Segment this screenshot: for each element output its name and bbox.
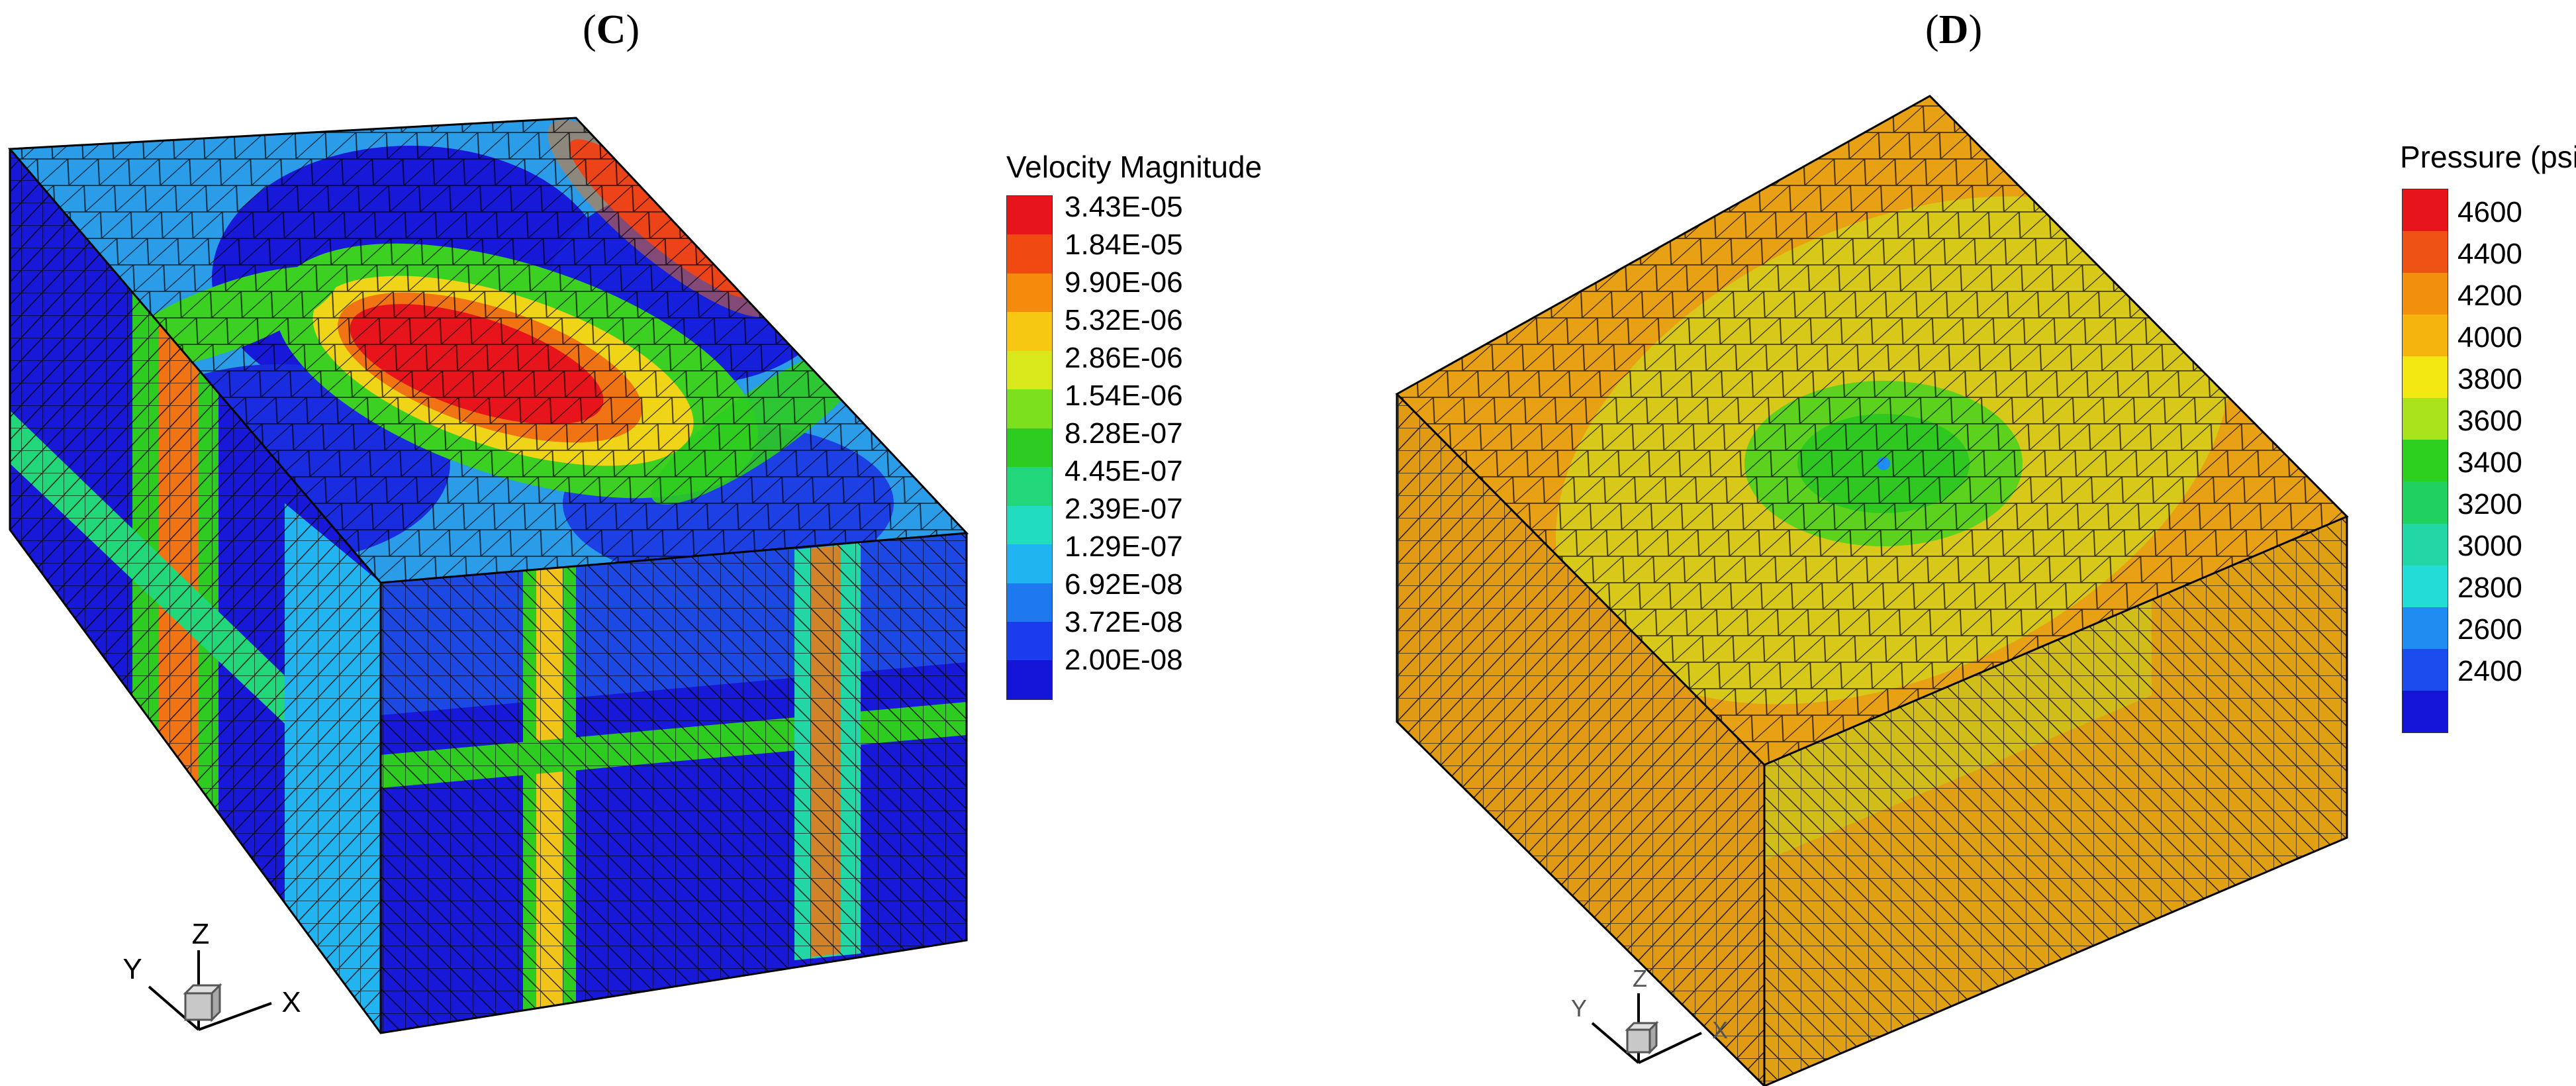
- legend-color-band: [2403, 356, 2448, 399]
- legend-color-band: [1007, 389, 1052, 428]
- legend-color-band: [2403, 273, 2448, 315]
- legend-color-band: [1007, 312, 1052, 351]
- panel-d-legend-title: Pressure (psi): [2400, 140, 2576, 174]
- panel-d-label: (D): [1925, 7, 1983, 52]
- legend-color-band: [1007, 428, 1052, 468]
- panel-c-axis-y-label: Y: [122, 953, 142, 985]
- panel-c-axis-triad: [148, 950, 272, 1031]
- legend-color-band: [1007, 350, 1052, 390]
- legend-color-band: [2403, 189, 2448, 232]
- legend-color-band: [1007, 196, 1052, 235]
- legend-color-band: [2403, 690, 2448, 732]
- legend-tick-label: 9.90E-06: [1065, 266, 1183, 299]
- legend-tick-label: 4600: [2457, 196, 2522, 228]
- legend-tick-label: 5.32E-06: [1065, 304, 1183, 336]
- legend-tick-label: 3600: [2457, 405, 2522, 437]
- legend-color-band: [1007, 544, 1052, 583]
- panel-d-axis-z-label: Z: [1633, 965, 1647, 992]
- panel-d-color-bar: [2402, 189, 2448, 733]
- legend-tick-label: 3.72E-08: [1065, 606, 1183, 638]
- legend-tick-label: 3400: [2457, 446, 2522, 479]
- legend-tick-label: 3200: [2457, 488, 2522, 520]
- legend-color-band: [2403, 523, 2448, 566]
- legend-color-band: [2403, 481, 2448, 524]
- panel-d-axis-y-label: Y: [1571, 995, 1587, 1022]
- legend-tick-label: 1.29E-07: [1065, 530, 1183, 563]
- legend-color-band: [1007, 583, 1052, 622]
- legend-color-band: [2403, 440, 2448, 482]
- legend-tick-label: 2.00E-08: [1065, 644, 1183, 676]
- panel-d-mesh-block: [1395, 95, 2349, 1086]
- panel-c-mesh-block: [7, 117, 969, 1034]
- legend-tick-label: 4.45E-07: [1065, 455, 1183, 487]
- legend-tick-label: 4000: [2457, 321, 2522, 354]
- legend-tick-label: 2600: [2457, 613, 2522, 646]
- legend-tick-label: 1.84E-05: [1065, 228, 1183, 261]
- panel-c-letter: C: [596, 7, 626, 52]
- panel-d-axis-x-label: X: [1712, 1016, 1728, 1044]
- legend-color-band: [1007, 660, 1052, 699]
- legend-tick-label: 3800: [2457, 363, 2522, 395]
- legend-color-band: [2403, 231, 2448, 273]
- panel-c-label: (C): [583, 7, 640, 52]
- panel-d-letter: D: [1938, 7, 1969, 52]
- legend-color-band: [1007, 273, 1052, 313]
- panel-c-axis-z-label: Z: [192, 918, 210, 950]
- legend-tick-label: 3000: [2457, 530, 2522, 562]
- legend-color-band: [1007, 621, 1052, 661]
- legend-color-band: [2403, 565, 2448, 607]
- panel-c-color-bar: [1006, 195, 1053, 700]
- panel-c-legend-title: Velocity Magnitude: [1006, 150, 1263, 184]
- panel-c-right-face: [381, 533, 967, 1033]
- legend-tick-label: 1.54E-06: [1065, 379, 1183, 412]
- legend-tick-label: 6.92E-08: [1065, 568, 1183, 601]
- legend-tick-label: 2.86E-06: [1065, 342, 1183, 374]
- legend-tick-label: 4400: [2457, 238, 2522, 270]
- legend-tick-label: 2400: [2457, 655, 2522, 687]
- legend-tick-label: 2.39E-07: [1065, 493, 1183, 525]
- panel-d-axis-triad: [1591, 993, 1702, 1064]
- legend-color-band: [1007, 234, 1052, 273]
- legend-tick-label: 8.28E-07: [1065, 417, 1183, 450]
- legend-color-band: [2403, 315, 2448, 357]
- legend-color-band: [2403, 648, 2448, 691]
- legend-color-band: [2403, 607, 2448, 649]
- legend-color-band: [1007, 505, 1052, 545]
- legend-color-band: [1007, 467, 1052, 506]
- panel-c-axis-x-label: X: [281, 986, 301, 1018]
- legend-tick-label: 2800: [2457, 571, 2522, 604]
- legend-tick-label: 3.43E-05: [1065, 191, 1183, 223]
- legend-color-band: [2403, 398, 2448, 440]
- legend-tick-label: 4200: [2457, 279, 2522, 312]
